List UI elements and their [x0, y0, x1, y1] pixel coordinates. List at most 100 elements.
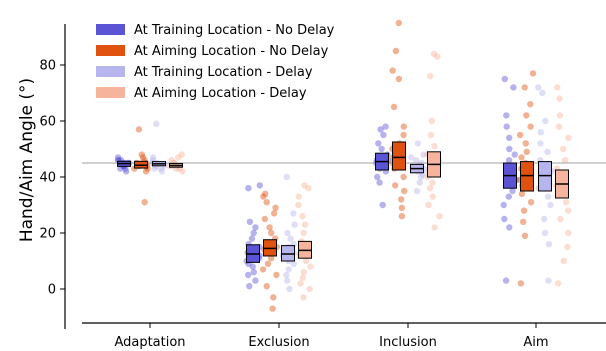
- data-point: [295, 193, 302, 200]
- data-point: [262, 190, 269, 197]
- data-point: [516, 131, 524, 139]
- data-point: [560, 257, 567, 265]
- data-point: [122, 165, 129, 172]
- data-point: [400, 131, 407, 139]
- data-point: [506, 134, 513, 141]
- legend-swatch: [96, 66, 125, 77]
- data-point: [554, 84, 561, 91]
- data-point: [501, 215, 508, 223]
- legend: At Training Location - No Delay At Aiming…: [96, 23, 335, 101]
- x-tick-label: Exclusion: [248, 335, 309, 350]
- data-point: [302, 257, 310, 265]
- data-point: [291, 221, 298, 228]
- data-point: [564, 243, 571, 251]
- data-point: [264, 260, 272, 267]
- data-point: [427, 131, 435, 139]
- data-point: [250, 229, 257, 237]
- data-point: [505, 157, 513, 164]
- data-point: [400, 123, 407, 130]
- data-point: [541, 229, 549, 237]
- data-point: [374, 173, 381, 181]
- data-point: [425, 201, 432, 209]
- data-point: [420, 151, 427, 158]
- data-point: [520, 207, 528, 214]
- data-point: [299, 213, 306, 220]
- data-point: [256, 182, 263, 189]
- data-point: [301, 221, 309, 228]
- data-point: [297, 280, 304, 287]
- data-point: [547, 201, 554, 209]
- data-point: [557, 215, 564, 223]
- data-point: [541, 215, 548, 223]
- x-tick-label: Aim: [523, 335, 548, 350]
- data-point: [138, 151, 145, 158]
- data-point: [248, 235, 256, 242]
- data-point: [378, 145, 385, 153]
- data-point: [270, 210, 278, 217]
- data-point: [501, 75, 508, 83]
- data-point: [416, 179, 423, 186]
- data-point: [555, 280, 562, 287]
- data-point: [395, 19, 402, 27]
- data-point: [117, 165, 124, 172]
- data-point: [252, 277, 259, 284]
- data-point: [300, 269, 307, 276]
- data-point: [260, 193, 267, 200]
- data-point: [299, 274, 306, 281]
- data-point: [178, 151, 185, 158]
- data-point: [398, 213, 406, 220]
- data-point: [434, 53, 441, 60]
- data-point: [518, 190, 526, 197]
- data-point: [506, 224, 513, 231]
- data-point: [382, 123, 389, 130]
- data-point: [306, 285, 313, 293]
- data-point: [259, 266, 267, 273]
- data-point: [272, 204, 279, 211]
- data-point: [261, 215, 268, 223]
- legend-label: At Training Location - Delay: [134, 65, 313, 80]
- data-point: [286, 285, 293, 293]
- data-point: [527, 101, 534, 108]
- data-point: [431, 143, 438, 150]
- data-point: [398, 196, 405, 203]
- data-point: [427, 73, 434, 80]
- y-tick-label: 40: [39, 171, 56, 186]
- data-point: [401, 187, 408, 195]
- data-point: [305, 185, 312, 192]
- data-point: [245, 271, 252, 279]
- legend-swatch: [96, 87, 125, 98]
- data-point: [506, 145, 513, 153]
- data-point: [135, 126, 143, 133]
- data-point: [290, 260, 297, 267]
- data-point: [398, 204, 405, 211]
- data-point: [428, 117, 435, 125]
- data-point: [179, 168, 186, 175]
- boxplots-layer: [117, 141, 569, 263]
- data-point: [151, 165, 158, 172]
- data-point: [400, 173, 407, 181]
- data-point: [556, 112, 564, 119]
- data-point: [245, 185, 252, 192]
- data-point: [395, 75, 403, 83]
- data-point: [413, 157, 420, 164]
- data-point: [375, 140, 382, 147]
- data-point: [392, 47, 400, 55]
- data-point: [263, 283, 270, 290]
- y-axis-title: Hand/Aim Angle (°): [17, 78, 37, 242]
- data-point: [283, 173, 290, 181]
- data-point: [510, 84, 517, 91]
- data-point: [430, 50, 438, 57]
- data-point: [502, 277, 510, 284]
- y-tick-label: 60: [39, 115, 56, 130]
- data-point: [527, 199, 535, 206]
- data-point: [505, 193, 512, 200]
- data-point: [407, 154, 415, 161]
- data-point: [436, 213, 443, 220]
- data-point: [268, 255, 275, 262]
- data-point: [287, 235, 294, 242]
- data-point: [511, 151, 518, 158]
- data-point: [561, 157, 569, 164]
- y-tick-label: 0: [48, 283, 56, 298]
- data-point: [555, 123, 563, 130]
